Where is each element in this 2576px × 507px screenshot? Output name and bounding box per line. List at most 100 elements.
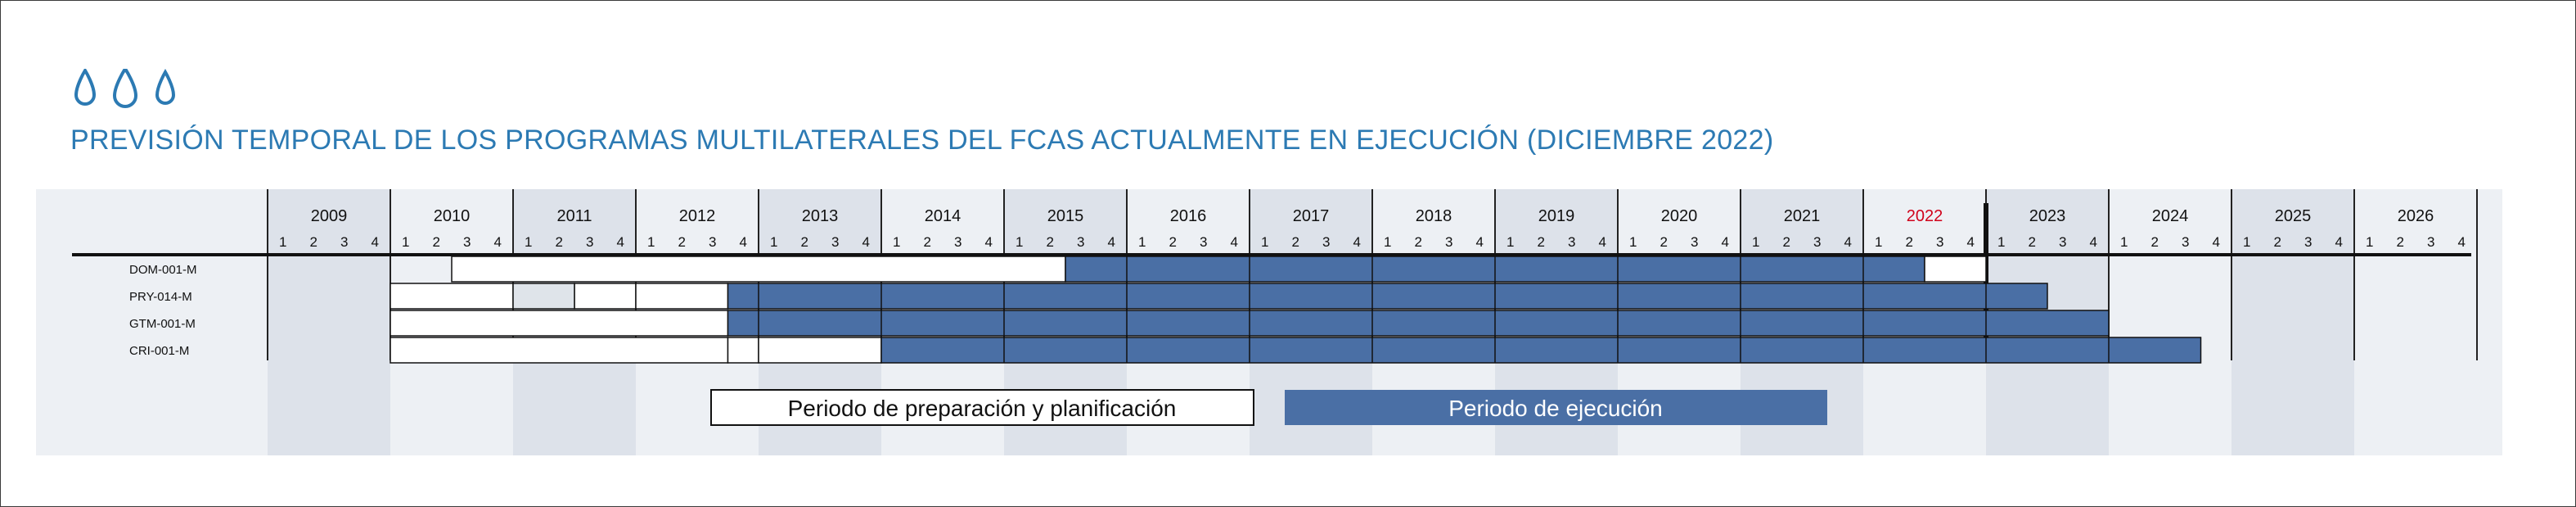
grey-bar xyxy=(512,283,575,310)
quarter-label: 3 xyxy=(709,234,716,250)
quarter-label: 1 xyxy=(525,234,532,250)
quarter-label: 2 xyxy=(433,234,440,250)
preparation-bar xyxy=(390,337,729,364)
quarter-label: 4 xyxy=(617,234,624,250)
quarter-label: 1 xyxy=(647,234,655,250)
quarter-label: 2 xyxy=(2029,234,2036,250)
quarter-label: 2 xyxy=(1783,234,1790,250)
quarter-label: 2 xyxy=(2151,234,2159,250)
quarter-label: 1 xyxy=(1261,234,1268,250)
water-drop-icon xyxy=(112,66,138,108)
legend-label-preparation: Periodo de preparación y planificación xyxy=(788,396,1177,421)
quarter-label: 3 xyxy=(2059,234,2066,250)
quarter-label: 1 xyxy=(2366,234,2373,250)
quarter-label: 3 xyxy=(831,234,839,250)
quarter-label: 4 xyxy=(740,234,747,250)
year-label-2026: 2026 xyxy=(2398,207,2434,225)
quarter-label: 3 xyxy=(2304,234,2312,250)
quarter-label: 4 xyxy=(985,234,993,250)
quarter-label: 4 xyxy=(2335,234,2343,250)
quarter-label: 3 xyxy=(1691,234,1698,250)
quarter-label: 1 xyxy=(770,234,777,250)
quarter-label: 2 xyxy=(1292,234,1299,250)
quarter-label: 1 xyxy=(1752,234,1759,250)
quarter-label: 2 xyxy=(2397,234,2404,250)
quarter-label: 4 xyxy=(1967,234,1975,250)
preparation-bar xyxy=(635,283,729,310)
legend-swatch-preparation xyxy=(710,389,1254,426)
year-label-2021: 2021 xyxy=(1784,207,1821,225)
water-drop-icon xyxy=(74,67,97,106)
year-label-2020: 2020 xyxy=(1661,207,1698,225)
quarter-label: 3 xyxy=(2182,234,2189,250)
quarter-label: 4 xyxy=(862,234,870,250)
quarter-label: 2 xyxy=(801,234,808,250)
quarter-label: 4 xyxy=(1722,234,1729,250)
year-band-2009 xyxy=(268,189,390,455)
quarter-label: 3 xyxy=(586,234,593,250)
quarter-label: 3 xyxy=(954,234,961,250)
year-label-2016: 2016 xyxy=(1170,207,1207,225)
preparation-bar xyxy=(390,310,729,337)
quarter-label: 4 xyxy=(1353,234,1361,250)
legend-label-execution: Periodo de ejecución xyxy=(1448,396,1663,421)
year-band-2025 xyxy=(2231,189,2354,455)
quarter-label: 1 xyxy=(1506,234,1514,250)
preparation-bar xyxy=(727,337,759,364)
quarter-label: 3 xyxy=(1077,234,1084,250)
quarter-label: 3 xyxy=(1445,234,1452,250)
year-label-2009: 2009 xyxy=(311,207,348,225)
quarter-label: 4 xyxy=(1844,234,1852,250)
quarter-label: 2 xyxy=(678,234,686,250)
year-label-2012: 2012 xyxy=(679,207,716,225)
year-label-2015: 2015 xyxy=(1047,207,1084,225)
preparation-bar xyxy=(390,283,514,310)
quarter-label: 3 xyxy=(1568,234,1575,250)
year-label-2010: 2010 xyxy=(434,207,471,225)
quarter-label: 2 xyxy=(310,234,317,250)
row-label-cri-001-m: CRI-001-M xyxy=(129,344,189,358)
quarter-label: 4 xyxy=(2090,234,2097,250)
header-icons xyxy=(74,66,188,114)
preparation-bar xyxy=(758,337,882,364)
water-drop-icon xyxy=(155,69,176,105)
execution-bar xyxy=(727,283,2048,310)
year-label-2013: 2013 xyxy=(802,207,839,225)
row-label-gtm-001-m: GTM-001-M xyxy=(129,317,196,331)
quarter-label: 4 xyxy=(1599,234,1606,250)
quarter-label: 1 xyxy=(1384,234,1391,250)
preparation-bar xyxy=(574,283,637,310)
quarter-label: 1 xyxy=(279,234,286,250)
quarter-label: 1 xyxy=(1138,234,1146,250)
year-label-2025: 2025 xyxy=(2275,207,2312,225)
year-label-2019: 2019 xyxy=(1538,207,1575,225)
quarter-label: 4 xyxy=(2458,234,2466,250)
quarter-label: 3 xyxy=(463,234,471,250)
quarter-label: 4 xyxy=(1476,234,1484,250)
quarter-label: 2 xyxy=(1169,234,1177,250)
quarter-label: 3 xyxy=(2427,234,2434,250)
quarter-label: 1 xyxy=(1997,234,2005,250)
quarter-label: 2 xyxy=(1660,234,1668,250)
execution-bar xyxy=(880,337,2202,364)
preparation-bar xyxy=(451,256,1066,283)
year-label-2017: 2017 xyxy=(1293,207,1330,225)
year-label-2018: 2018 xyxy=(1416,207,1452,225)
quarter-label: 3 xyxy=(1200,234,1207,250)
quarter-label: 3 xyxy=(1813,234,1821,250)
quarter-label: 2 xyxy=(1047,234,1054,250)
quarter-label: 1 xyxy=(402,234,409,250)
quarter-label: 4 xyxy=(1108,234,1115,250)
quarter-label: 4 xyxy=(494,234,502,250)
quarter-label: 3 xyxy=(340,234,348,250)
quarter-label: 4 xyxy=(372,234,379,250)
quarter-label: 1 xyxy=(2243,234,2250,250)
quarter-label: 2 xyxy=(1415,234,1422,250)
year-label-2011: 2011 xyxy=(556,207,592,225)
quarter-label: 3 xyxy=(1936,234,1943,250)
legend-swatch-execution xyxy=(1285,390,1827,425)
quarter-label: 2 xyxy=(924,234,931,250)
row-label-pry-014-m: PRY-014-M xyxy=(129,290,192,304)
quarter-label: 1 xyxy=(1875,234,1882,250)
year-label-2022: 2022 xyxy=(1907,207,1943,225)
